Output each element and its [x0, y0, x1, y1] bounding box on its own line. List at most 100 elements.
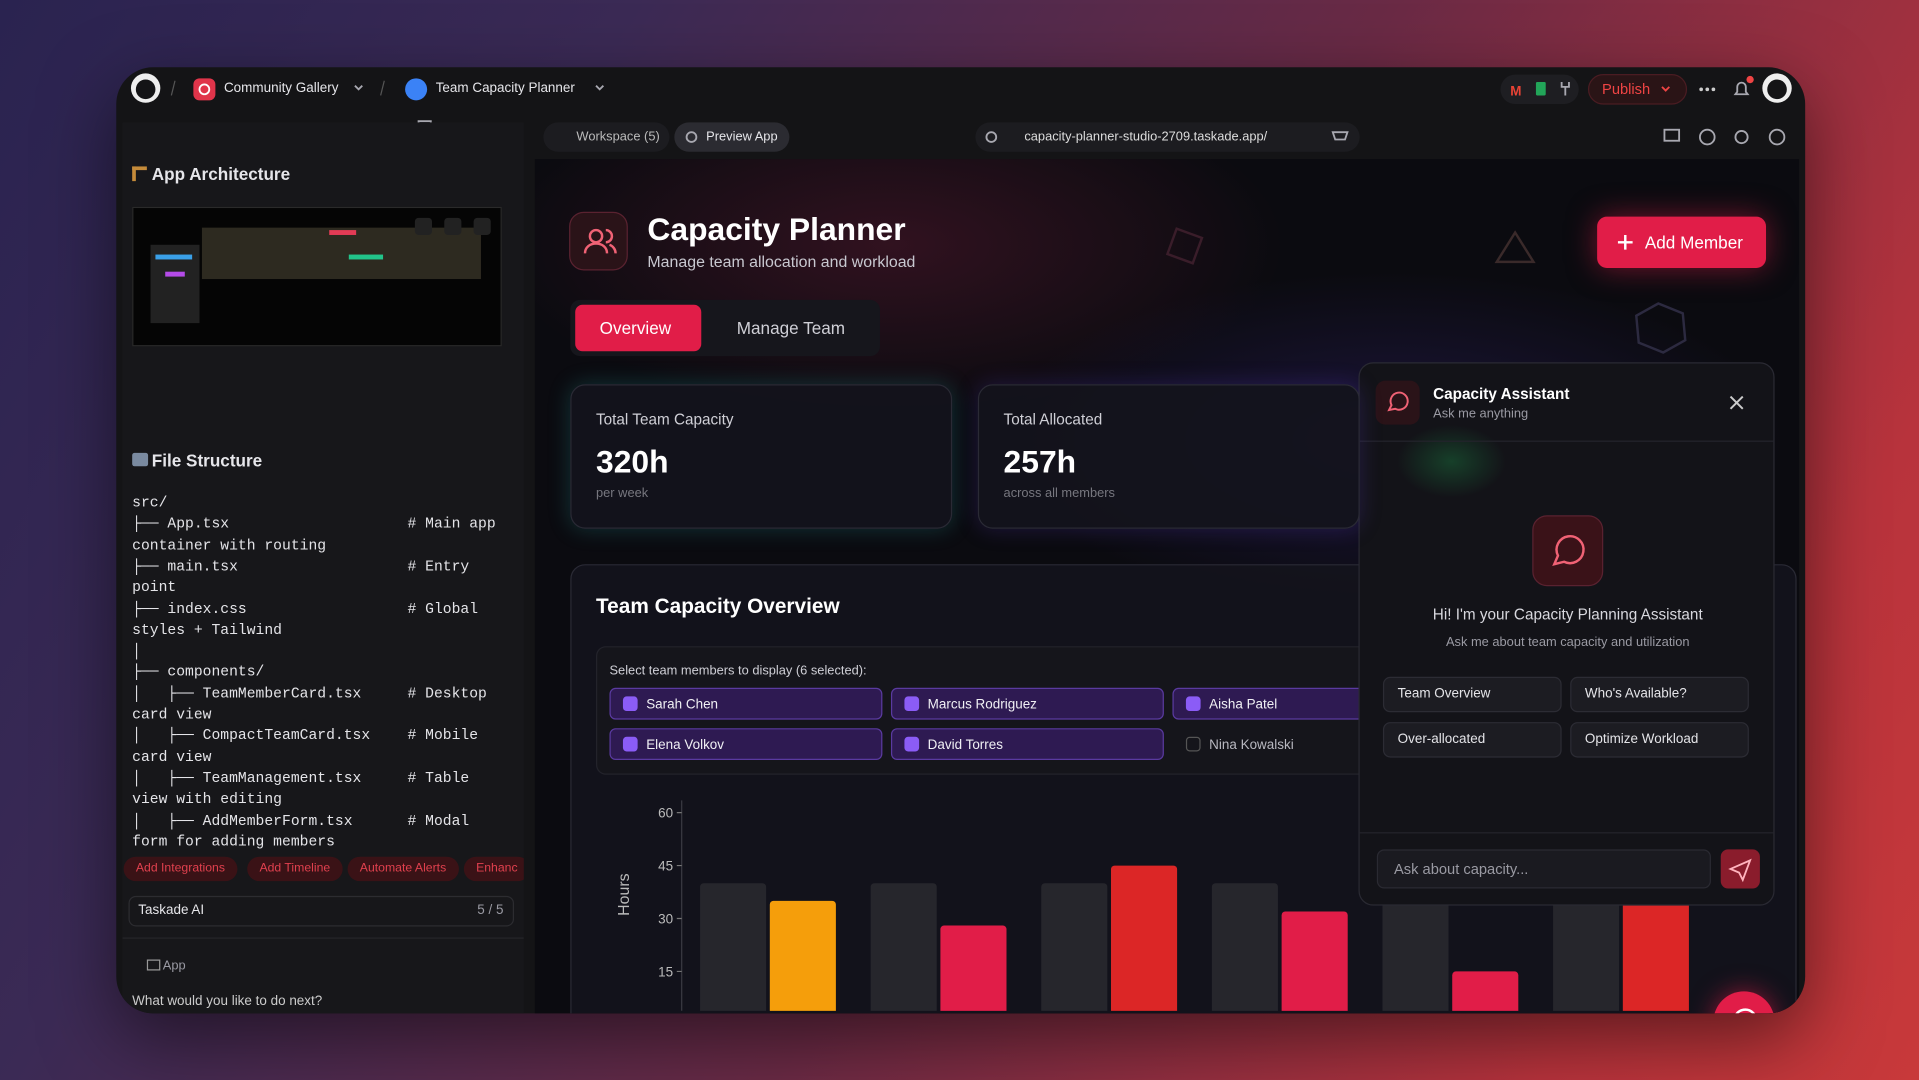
- users-icon: [583, 228, 617, 254]
- member-toggle[interactable]: Sarah Chen: [609, 687, 883, 720]
- chat-icon: [1552, 534, 1585, 566]
- chevron: [1661, 86, 1670, 92]
- member-name: Elena Volkov: [646, 737, 725, 753]
- bell-icon[interactable]: [1733, 81, 1750, 96]
- file-line: styles + Tailwind: [132, 621, 283, 639]
- assistant-subtitle: Ask me anything: [1433, 406, 1529, 422]
- context-label: App: [162, 958, 186, 973]
- tab[interactable]: Overview: [599, 318, 672, 338]
- workspace-pill[interactable]: [543, 122, 670, 152]
- stat-card: [570, 384, 953, 529]
- breadcrumb[interactable]: Team Capacity Planner: [435, 80, 575, 96]
- add-member-button[interactable]: Add Member: [1597, 216, 1767, 269]
- topbar-icons: M: [130, 73, 1792, 152]
- file-line: │ ├── TeamManagement.tsx: [132, 769, 362, 787]
- quick-action[interactable]: Over-allocated: [1382, 722, 1562, 758]
- icon-part: [1617, 234, 1633, 250]
- bar: [769, 900, 836, 1011]
- tab-active[interactable]: [575, 304, 702, 352]
- checkbox: [904, 696, 920, 712]
- stat-label: Total Team Capacity: [596, 411, 734, 429]
- quick-action[interactable]: Team Overview: [1382, 676, 1562, 713]
- cart-icon[interactable]: [1331, 131, 1349, 141]
- member-toggle[interactable]: David Torres: [890, 728, 1164, 761]
- file-line: │: [132, 642, 141, 660]
- member-toggle[interactable]: Nina Kowalski: [1172, 728, 1445, 760]
- icon-part: [1552, 534, 1585, 566]
- copy-button[interactable]: [414, 217, 433, 235]
- close-button[interactable]: [1729, 395, 1744, 410]
- member-toggle[interactable]: Elena Volkov: [609, 728, 883, 761]
- suggestion-chip[interactable]: Automate Alerts: [347, 856, 459, 882]
- icon-part: [1729, 395, 1744, 410]
- refresh-icon[interactable]: [1699, 128, 1716, 146]
- icon-part: [1735, 1008, 1756, 1014]
- assistant-hero-icon: [1532, 515, 1604, 587]
- app-icon: [146, 959, 161, 971]
- greeting: Hi! I'm your Capacity Planning Assistant: [1432, 605, 1703, 623]
- suggestion-chip[interactable]: Add Timeline: [247, 856, 343, 882]
- chat-icon: [1735, 1008, 1756, 1014]
- url-bar[interactable]: [975, 122, 1360, 152]
- expand-button[interactable]: [473, 217, 491, 235]
- add-member-label[interactable]: Add Member: [1644, 232, 1743, 253]
- chart: 15 30 45 60 Hours: [616, 800, 1689, 1011]
- shape: [1494, 230, 1536, 264]
- breadcrumb[interactable]: Community Gallery: [223, 80, 339, 96]
- suggestion-chip[interactable]: Add Integrations: [123, 856, 238, 882]
- publish-label[interactable]: Publish: [1602, 80, 1651, 98]
- folder-icon: [132, 452, 149, 467]
- assistant-input[interactable]: [1376, 849, 1711, 889]
- stat-note: across all members: [1003, 485, 1115, 501]
- checkbox: [622, 736, 638, 752]
- quick-action[interactable]: Optimize Workload: [1570, 722, 1749, 758]
- bar: [1211, 883, 1278, 1011]
- file-comment: # Mobile: [407, 727, 479, 745]
- bar: [940, 925, 1007, 1011]
- y-tick-label: 45: [658, 858, 673, 873]
- tab[interactable]: Manage Team: [736, 318, 846, 338]
- member-toggle[interactable]: Marcus Rodriguez: [890, 687, 1164, 720]
- download-button[interactable]: [444, 217, 462, 235]
- notification-dot: [1746, 75, 1754, 84]
- checkbox: [1185, 736, 1201, 752]
- placeholder[interactable]: Ask about capacity...: [1393, 860, 1529, 878]
- file-comment: # Desktop: [407, 684, 487, 703]
- ai-input[interactable]: [128, 895, 515, 927]
- history-icon[interactable]: [1768, 128, 1786, 146]
- section-title: File Structure: [151, 450, 263, 470]
- suggestion-chip[interactable]: Enhanc: [463, 856, 524, 882]
- member-name: David Torres: [927, 737, 1004, 753]
- glow: [1396, 424, 1507, 499]
- sheets-icon: [1535, 81, 1546, 96]
- checkbox: [1185, 696, 1201, 712]
- prompt-input[interactable]: What would you like to do next?: [132, 993, 323, 1009]
- file-line: point: [132, 579, 177, 597]
- stat-card: [977, 384, 1360, 529]
- file-line: card view: [132, 748, 212, 766]
- sparkle-icon[interactable]: [1734, 130, 1749, 145]
- divider: [122, 937, 524, 939]
- publish-button[interactable]: [1587, 74, 1688, 105]
- member-name: Nina Kowalski: [1209, 737, 1294, 753]
- file-line: ├── index.css: [132, 600, 247, 618]
- chat-fab[interactable]: [1713, 991, 1775, 1014]
- hint: Ask me about team capacity and utilizati…: [1445, 635, 1690, 650]
- divider: [1359, 832, 1774, 834]
- plus-icon: [1617, 234, 1633, 250]
- icon-part: [583, 228, 617, 254]
- architecture-icon: [132, 166, 147, 182]
- dot: [1705, 87, 1710, 92]
- divider: [1359, 440, 1774, 442]
- send-button[interactable]: [1720, 849, 1760, 889]
- desktop-icon[interactable]: [1663, 128, 1681, 142]
- url[interactable]: capacity-planner-studio-2709.taskade.app…: [1024, 129, 1268, 145]
- preview-pill[interactable]: [674, 122, 790, 152]
- preview-label[interactable]: Preview App: [706, 129, 778, 145]
- avatar-face: [1767, 79, 1787, 100]
- workspace-label[interactable]: Workspace (5): [576, 129, 660, 145]
- ai-count: 5 / 5: [477, 903, 504, 918]
- member-name: Sarah Chen: [646, 697, 719, 713]
- assistant-icon: [1375, 380, 1420, 425]
- quick-action[interactable]: Who's Available?: [1570, 676, 1749, 713]
